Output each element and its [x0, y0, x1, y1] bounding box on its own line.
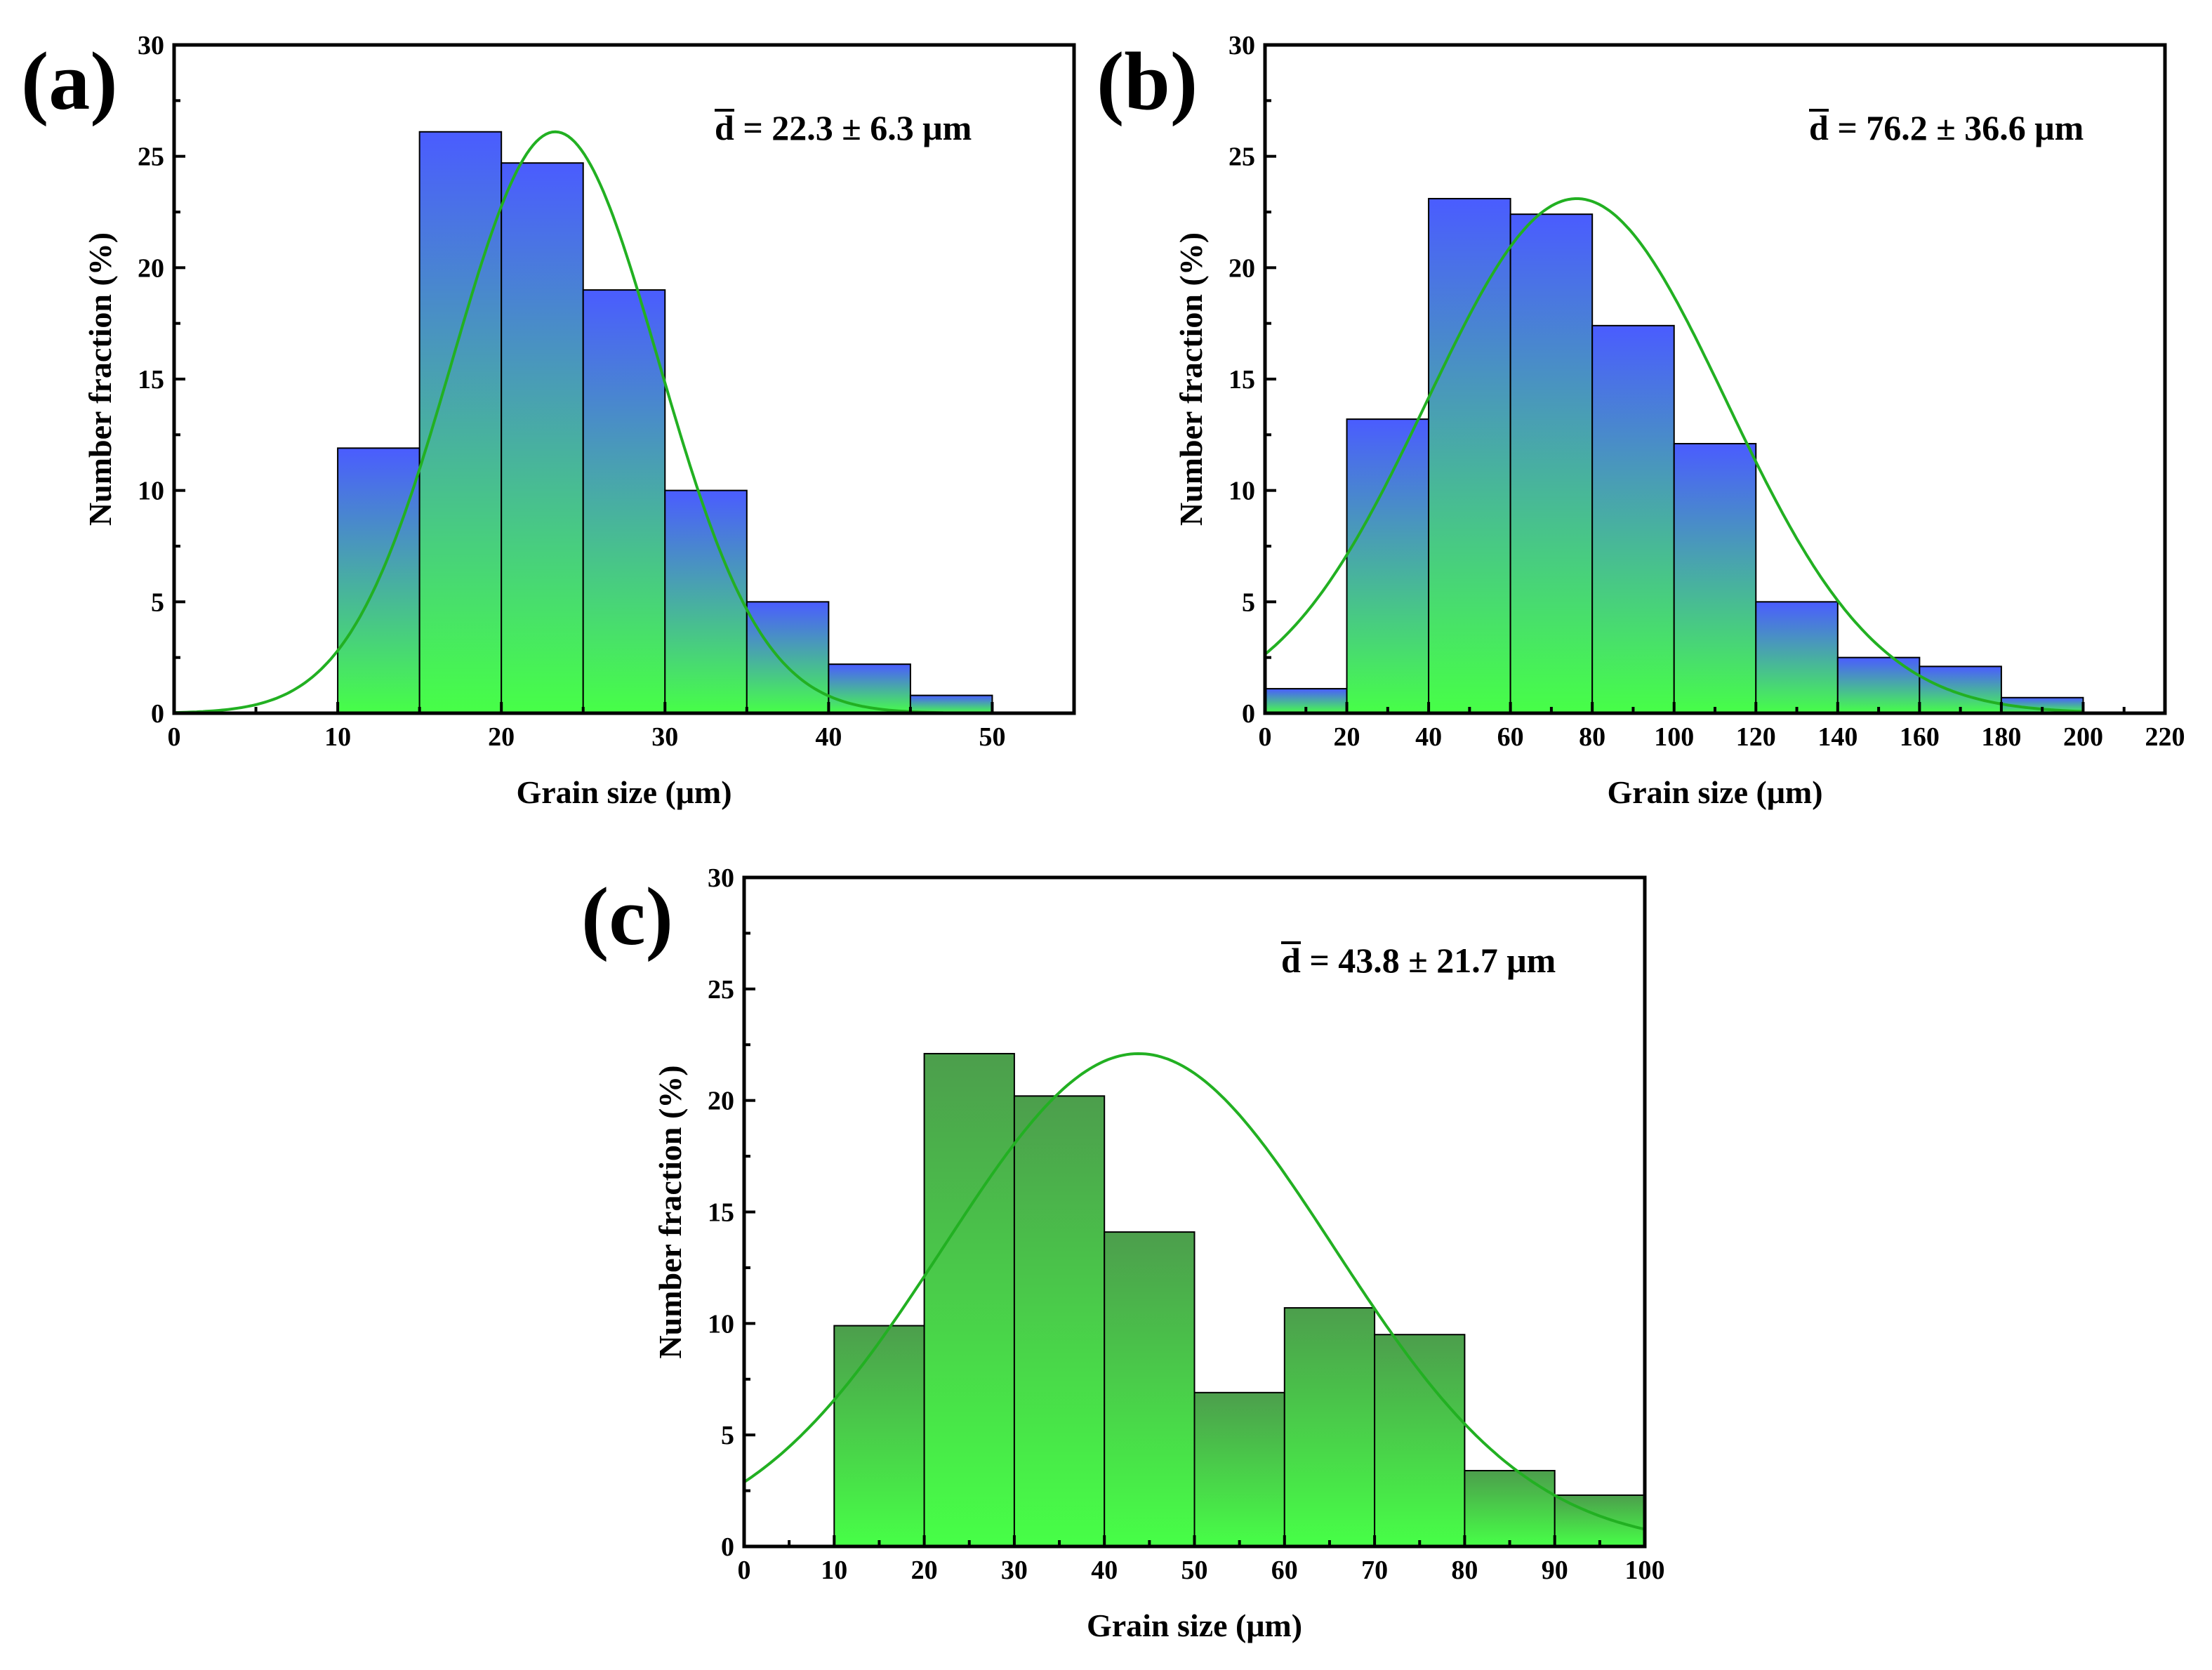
- y-tick-label: 0: [1242, 699, 1255, 729]
- bar-30-40: [1013, 1095, 1106, 1547]
- y-tick-label: 10: [138, 477, 164, 506]
- bar-20-25: [501, 162, 584, 715]
- y-tick-label: 30: [138, 31, 164, 60]
- x-tick-label: 40: [1091, 1556, 1118, 1585]
- bar-15-20: [418, 131, 503, 714]
- mean-annotation: d = 43.8 ± 21.7 μm: [1281, 941, 1556, 980]
- bar-80-90: [1464, 1469, 1556, 1548]
- y-tick-label: 15: [1228, 365, 1255, 395]
- x-tick-label: 200: [2063, 722, 2103, 752]
- bar-40-50: [1104, 1231, 1196, 1547]
- bar-35-40: [746, 601, 830, 714]
- mean-value: = 76.2 ± 36.6 μm: [1829, 108, 2084, 147]
- x-tick-label: 100: [1654, 722, 1694, 752]
- panel-label: (c): [581, 870, 673, 962]
- mean-value: = 43.8 ± 21.7 μm: [1301, 941, 1556, 980]
- y-tick-label: 20: [138, 253, 164, 283]
- bar-80-100: [1591, 324, 1675, 714]
- chart-panel-b: 0 20 40 60 80 100 120 140 160 180 200 220 0 5 10 15 20 25…: [1097, 31, 2185, 810]
- y-tick-label: 5: [1242, 588, 1255, 617]
- bar-70-80: [1374, 1334, 1466, 1547]
- mean-annotation: d = 76.2 ± 36.6 μm: [1809, 108, 2084, 147]
- x-tick-label: 60: [1497, 722, 1524, 752]
- bar-45-50: [909, 694, 993, 715]
- x-tick-label: 50: [1181, 1556, 1208, 1585]
- bar-100-120: [1673, 443, 1757, 714]
- y-tick-label: 10: [708, 1309, 734, 1339]
- y-tick-label: 0: [721, 1532, 734, 1562]
- x-axis-label: Grain size (μm): [1607, 774, 1822, 810]
- x-tick-label: 30: [1001, 1556, 1028, 1585]
- x-axis-label: Grain size (μm): [516, 774, 731, 810]
- y-tick-label: 25: [138, 143, 164, 172]
- normal-fit-curve: [1264, 197, 2084, 713]
- bar-160-180: [1919, 665, 2002, 714]
- y-tick-label: 30: [708, 863, 734, 893]
- x-axis-label: Grain size (μm): [1087, 1608, 1302, 1643]
- x-tick-label: 10: [821, 1556, 847, 1585]
- x-tick-label: 100: [1625, 1556, 1665, 1585]
- y-tick-label: 20: [708, 1087, 734, 1116]
- y-tick-label: 0: [151, 699, 164, 729]
- bar-40-60: [1428, 197, 1511, 714]
- bar-10-20: [833, 1325, 925, 1547]
- mean-symbol: d: [715, 108, 734, 147]
- x-tick-label: 40: [815, 722, 842, 752]
- y-tick-label: 30: [1228, 31, 1255, 60]
- mean-symbol: d: [1281, 941, 1301, 980]
- y-tick-label: 5: [151, 588, 164, 617]
- bar-120-140: [1755, 601, 1839, 714]
- chart-panel-a: 0 10 20 30 40 50 0 5 10 15 20 25 30 Grain size (μm) Nu…: [21, 31, 1076, 810]
- chart-panel-c: 0 10 20 30 40 50 60 70 80 90 100 0 5 10 15 20 25 30 Grain …: [581, 863, 1665, 1643]
- y-tick-label: 25: [708, 975, 734, 1005]
- x-tick-label: 20: [911, 1556, 938, 1585]
- bar-20-30: [923, 1052, 1015, 1547]
- x-tick-label: 0: [1259, 722, 1272, 752]
- x-tick-label: 60: [1271, 1556, 1298, 1585]
- x-tick-label: 30: [651, 722, 678, 752]
- mean-annotation: d = 22.3 ± 6.3 μm: [715, 108, 972, 147]
- x-tick-label: 80: [1579, 722, 1605, 752]
- x-tick-label: 0: [168, 722, 181, 752]
- bar-140-160: [1836, 656, 1921, 715]
- mean-value: = 22.3 ± 6.3 μm: [734, 108, 972, 147]
- y-tick-label: 5: [721, 1421, 734, 1450]
- x-tick-label: 180: [1981, 722, 2021, 752]
- x-tick-label: 160: [1900, 722, 1940, 752]
- y-tick-label: 20: [1228, 253, 1255, 283]
- normal-fit-curve: [743, 1052, 1645, 1531]
- y-tick-label: 25: [1228, 143, 1255, 172]
- x-tick-label: 220: [2145, 722, 2185, 752]
- bar-50-60: [1193, 1391, 1285, 1548]
- mean-symbol: d: [1809, 108, 1829, 147]
- x-tick-label: 90: [1542, 1556, 1568, 1585]
- x-tick-label: 20: [488, 722, 515, 752]
- x-tick-label: 50: [979, 722, 1005, 752]
- y-axis-label: Number fraction (%): [82, 232, 118, 526]
- y-axis-label: Number fraction (%): [1173, 232, 1209, 526]
- x-tick-label: 20: [1334, 722, 1360, 752]
- x-tick-label: 40: [1415, 722, 1442, 752]
- bar-60-70: [1283, 1307, 1376, 1547]
- x-tick-label: 140: [1817, 722, 1857, 752]
- x-tick-label: 120: [1736, 722, 1776, 752]
- normal-fit-curve: [173, 130, 943, 715]
- bar-40-45: [828, 663, 911, 714]
- x-tick-label: 0: [738, 1556, 751, 1585]
- bar-25-30: [582, 289, 666, 715]
- y-axis-label: Number fraction (%): [652, 1065, 688, 1358]
- panel-label: (a): [21, 35, 118, 127]
- bar-60-80: [1509, 213, 1594, 714]
- y-tick-label: 15: [138, 365, 164, 395]
- panel-label: (b): [1097, 35, 1198, 127]
- x-tick-label: 70: [1361, 1556, 1388, 1585]
- bar-20-40: [1346, 418, 1430, 714]
- y-tick-label: 10: [1228, 477, 1255, 506]
- bar-30-35: [664, 489, 748, 715]
- x-tick-label: 10: [324, 722, 351, 752]
- x-tick-label: 80: [1451, 1556, 1478, 1585]
- y-tick-label: 15: [708, 1198, 734, 1228]
